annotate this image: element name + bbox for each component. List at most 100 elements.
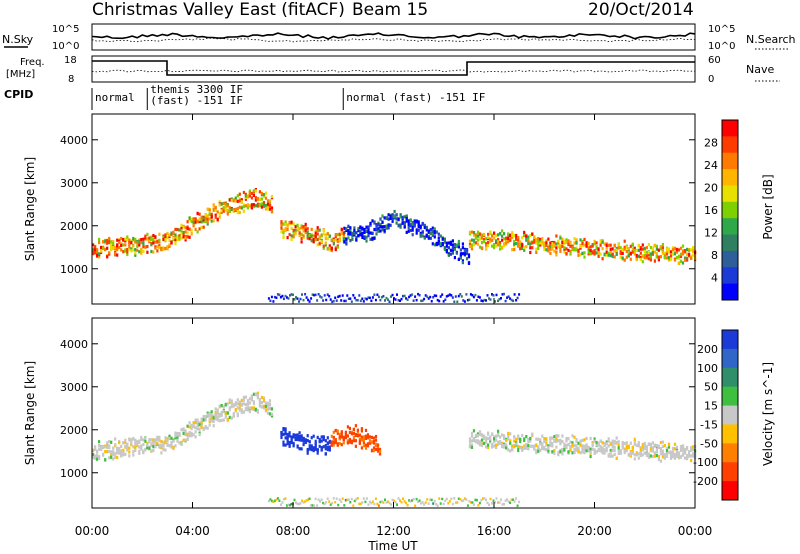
clutter-cell: [412, 497, 415, 501]
echo-cell: [569, 446, 572, 450]
echo-cell: [482, 436, 486, 441]
echo-cell: [364, 428, 368, 432]
echo-cell: [128, 245, 131, 249]
echo-cell: [679, 254, 683, 259]
clutter-cell: [430, 300, 433, 303]
echo-cell: [320, 435, 323, 439]
echo-cell: [194, 435, 197, 439]
echo-cell: [617, 449, 620, 453]
echo-cell: [349, 228, 352, 232]
echo-cell: [282, 432, 285, 436]
clutter-cell: [411, 293, 414, 296]
echo-cell: [431, 233, 434, 237]
echo-cell: [298, 434, 301, 439]
clutter-cell: [507, 295, 510, 298]
echo-cell: [376, 443, 380, 447]
echo-cell: [162, 447, 165, 452]
echo-cell: [112, 240, 115, 244]
clutter-cell: [421, 501, 424, 504]
echo-cell: [194, 421, 197, 425]
echo-cell: [340, 231, 343, 236]
echo-cell: [174, 242, 177, 246]
clutter-cell: [465, 498, 468, 501]
echo-cell: [595, 443, 598, 447]
echo-cell: [204, 219, 207, 224]
echo-cell: [354, 444, 357, 448]
echo-cell: [470, 434, 474, 438]
echo-cell: [118, 241, 121, 245]
echo-cell: [102, 246, 105, 251]
echo-cell: [531, 433, 534, 437]
time-axis: 00:00 04:00 08:00 12:00 16:00 20:00 00:00: [75, 114, 712, 538]
clutter-cell: [460, 295, 463, 298]
power-echo-layer: [92, 188, 697, 304]
echo-cell: [160, 248, 163, 252]
echo-cell: [322, 246, 325, 250]
echo-cell: [156, 437, 159, 441]
echo-cell: [545, 441, 548, 445]
clutter-cell: [374, 497, 377, 500]
clutter-cell: [405, 297, 408, 300]
echo-cell: [196, 219, 199, 223]
echo-cell: [653, 443, 656, 447]
echo-cell: [172, 439, 175, 443]
echo-cell: [493, 231, 496, 235]
echo-cell: [389, 223, 392, 227]
clutter-cell: [275, 498, 278, 501]
echo-cell: [344, 430, 347, 434]
echo-cell: [200, 216, 203, 220]
echo-cell: [312, 240, 315, 244]
colorbar-swatch: [722, 169, 738, 186]
clutter-cell: [393, 499, 395, 503]
echo-cell: [531, 246, 534, 250]
clutter-cell: [313, 504, 316, 507]
clutter-cell: [414, 504, 417, 507]
echo-cell: [517, 448, 520, 453]
echo-cell: [647, 442, 650, 446]
echo-cell: [96, 449, 99, 453]
clutter-cell: [349, 297, 352, 300]
echo-cell: [613, 452, 616, 456]
echo-cell: [106, 445, 109, 449]
echo-cell: [330, 434, 333, 438]
clutter-cell: [415, 298, 418, 302]
echo-cell: [238, 192, 241, 196]
echo-cell: [478, 443, 482, 447]
echo-cell: [298, 233, 301, 237]
echo-cell: [142, 237, 145, 241]
echo-cell: [220, 403, 223, 408]
clutter-cell: [293, 498, 296, 502]
echo-cell: [619, 251, 622, 255]
echo-cell: [639, 446, 642, 450]
echo-cell: [679, 448, 683, 452]
echo-cell: [266, 404, 270, 408]
echo-cell: [591, 447, 594, 451]
echo-cell: [374, 442, 378, 446]
echo-cell: [617, 451, 620, 455]
echo-cell: [268, 203, 272, 207]
clutter-cell: [405, 501, 408, 505]
echo-cell: [445, 241, 448, 245]
echo-cell: [180, 236, 183, 240]
echo-cell: [686, 457, 689, 461]
echo-cell: [222, 405, 225, 409]
clutter-cell: [319, 500, 322, 503]
echo-cell: [280, 223, 283, 227]
echo-cell: [300, 224, 303, 228]
echo-cell: [583, 237, 586, 242]
noise-search-trace: [91, 37, 696, 43]
echo-cell: [505, 238, 508, 242]
clutter-cell: [509, 501, 512, 504]
echo-cell: [575, 246, 578, 250]
echo-cell: [246, 206, 249, 210]
echo-cell: [252, 189, 255, 193]
echo-cell: [260, 405, 263, 409]
echo-cell: [431, 231, 434, 236]
echo-cell: [134, 253, 137, 257]
clutter-cell: [335, 497, 338, 500]
echo-cell: [216, 418, 219, 422]
echo-cell: [472, 243, 476, 247]
echo-cell: [210, 215, 213, 219]
